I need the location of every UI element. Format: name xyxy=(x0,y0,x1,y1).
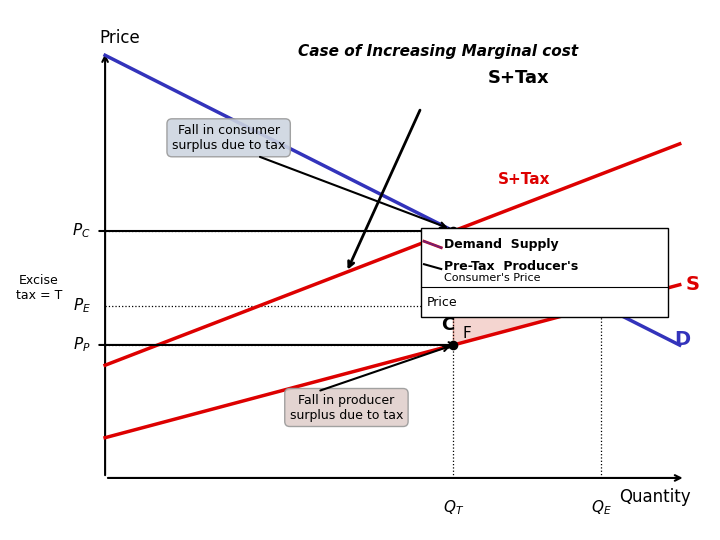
Point xyxy=(448,227,459,235)
Point xyxy=(448,341,459,349)
Text: S: S xyxy=(685,275,699,294)
Text: C: C xyxy=(441,316,454,334)
Text: Price: Price xyxy=(99,29,140,47)
Text: $Q_E$: $Q_E$ xyxy=(591,498,612,517)
Text: S+Tax: S+Tax xyxy=(498,172,551,187)
Text: Fall in producer
surplus due to tax: Fall in producer surplus due to tax xyxy=(289,394,403,422)
Text: S+Tax: S+Tax xyxy=(488,70,549,87)
Text: $P_P$: $P_P$ xyxy=(73,335,91,354)
Text: Pre-Tax  Producer's: Pre-Tax Producer's xyxy=(444,260,578,273)
Text: $P_C$: $P_C$ xyxy=(72,221,91,240)
Text: A: A xyxy=(446,259,460,278)
Polygon shape xyxy=(454,231,601,306)
Text: Case of Increasing Marginal cost: Case of Increasing Marginal cost xyxy=(298,44,578,59)
FancyBboxPatch shape xyxy=(421,228,668,317)
Text: Excise
tax = T: Excise tax = T xyxy=(16,274,62,302)
Text: D: D xyxy=(674,330,690,349)
Text: Fall in consumer
surplus due to tax: Fall in consumer surplus due to tax xyxy=(172,124,285,152)
Point xyxy=(595,301,607,310)
Text: E: E xyxy=(610,288,621,303)
Text: Demand  Supply: Demand Supply xyxy=(444,238,559,251)
Text: B: B xyxy=(521,259,534,278)
Polygon shape xyxy=(454,306,601,345)
Text: $P_E$: $P_E$ xyxy=(73,296,91,315)
Text: $Q_T$: $Q_T$ xyxy=(443,498,464,517)
Text: Quantity: Quantity xyxy=(620,488,691,506)
Text: F: F xyxy=(462,326,471,341)
Text: Price: Price xyxy=(427,296,457,309)
Text: Consumer's Price: Consumer's Price xyxy=(444,273,541,283)
